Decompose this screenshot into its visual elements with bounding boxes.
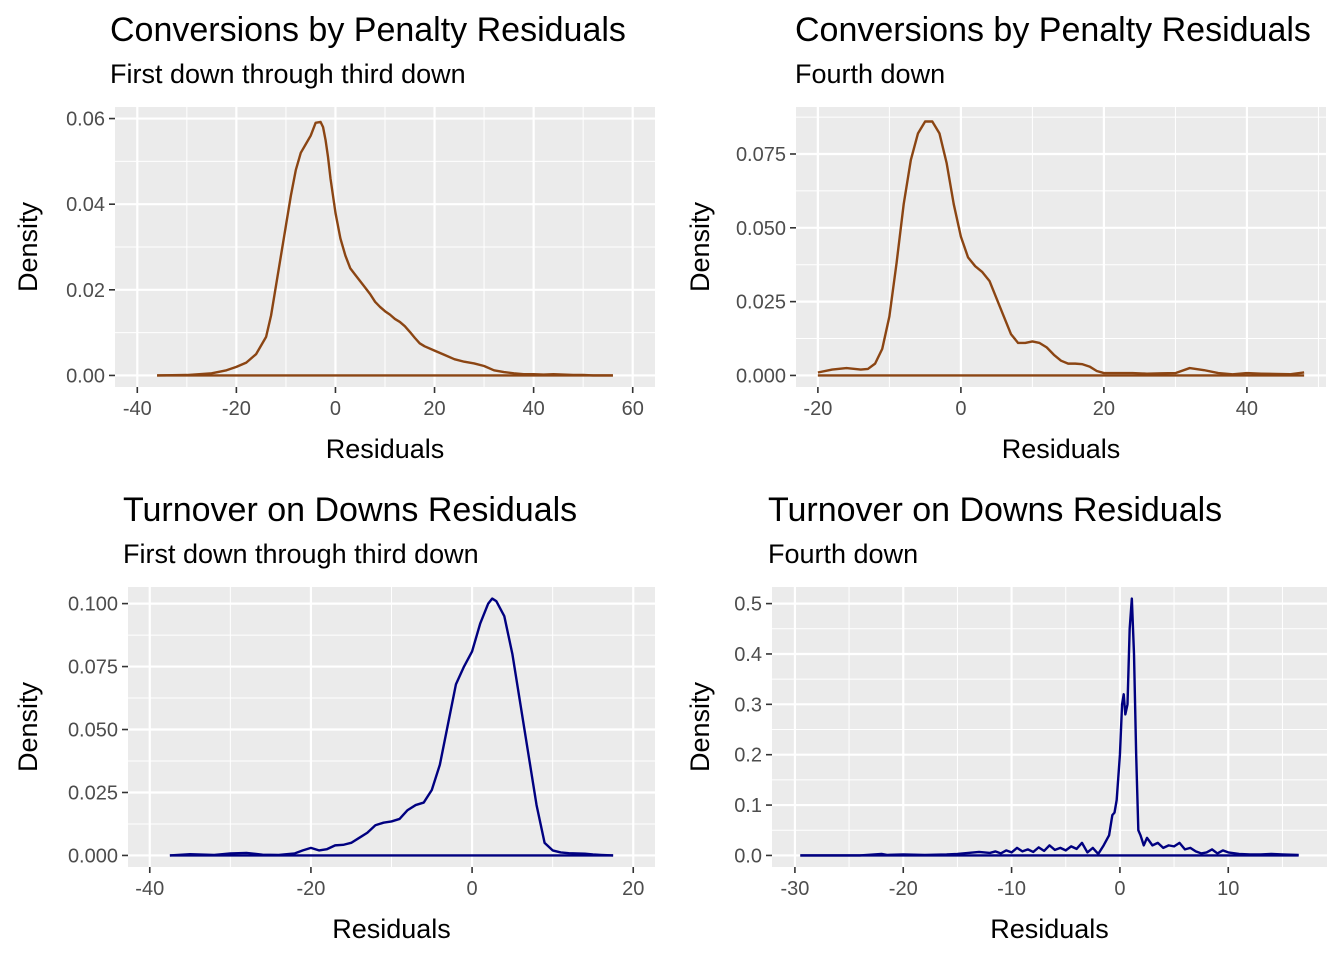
density-line — [817, 120, 1305, 376]
y-tick-label: 0.2 — [734, 745, 762, 767]
y-tick-label: 0.000 — [736, 365, 786, 387]
y-tick-label: 0.5 — [734, 594, 762, 616]
chart-subtitle: Fourth down — [768, 539, 918, 569]
x-tick-label: -40 — [135, 878, 164, 900]
panel-turnover-first-third: Turnover on Downs Residuals First down t… — [0, 480, 672, 960]
y-tick-label: 0.4 — [734, 644, 762, 666]
y-tick-label: 0.025 — [68, 782, 118, 804]
y-axis-title: Density — [13, 201, 43, 292]
x-tick-label: 40 — [1236, 398, 1258, 420]
x-tick-label: 0 — [330, 398, 341, 420]
y-tick-label: 0.075 — [68, 657, 118, 679]
x-tick-label: 20 — [1093, 398, 1115, 420]
y-tick-label: 0.100 — [68, 594, 118, 616]
x-tick-label: 20 — [423, 398, 445, 420]
density-line — [800, 597, 1299, 857]
y-tick-label: 0.0 — [734, 845, 762, 867]
x-tick-label: -40 — [123, 398, 152, 420]
x-tick-label: 0 — [1114, 878, 1125, 900]
chart-turnover-fourth: Turnover on Downs Residuals Fourth down … — [685, 491, 1327, 944]
x-tick-label: 10 — [1217, 878, 1239, 900]
y-tick-label: 0.00 — [66, 365, 105, 387]
chart-subtitle: First down through third down — [123, 539, 479, 569]
density-line — [157, 120, 613, 377]
y-tick-label: 0.025 — [736, 292, 786, 314]
panel-conversions-first-third: Conversions by Penalty Residuals First d… — [0, 0, 672, 480]
y-tick-label: 0.050 — [68, 720, 118, 742]
y-tick-label: 0.06 — [66, 109, 105, 131]
chart-subtitle: Fourth down — [795, 59, 945, 89]
x-tick-label: -20 — [296, 878, 325, 900]
y-tick-label: 0.3 — [734, 694, 762, 716]
x-tick-label: -20 — [222, 398, 251, 420]
x-axis-title: Residuals — [1002, 434, 1121, 464]
y-tick-label: 0.1 — [734, 795, 762, 817]
chart-turnover-first-third: Turnover on Downs Residuals First down t… — [13, 491, 655, 944]
x-tick-label: 0 — [467, 878, 478, 900]
x-axis-title: Residuals — [990, 914, 1109, 944]
chart-title: Conversions by Penalty Residuals — [795, 11, 1311, 49]
chart-conversions-first-third: Conversions by Penalty Residuals First d… — [13, 11, 655, 464]
chart-title: Turnover on Downs Residuals — [768, 491, 1222, 529]
chart-subtitle: First down through third down — [110, 59, 466, 89]
panel-turnover-fourth: Turnover on Downs Residuals Fourth down … — [672, 480, 1344, 960]
x-tick-label: -30 — [780, 878, 809, 900]
plot-background — [772, 587, 1327, 867]
chart-conversions-fourth: Conversions by Penalty Residuals Fourth … — [685, 11, 1326, 464]
y-tick-label: 0.000 — [68, 845, 118, 867]
x-axis-title: Residuals — [332, 914, 451, 944]
x-tick-label: -10 — [997, 878, 1026, 900]
x-tick-label: 40 — [522, 398, 544, 420]
y-tick-label: 0.04 — [66, 194, 105, 216]
density-line — [169, 597, 614, 857]
y-axis-title: Density — [685, 201, 715, 292]
chart-title: Turnover on Downs Residuals — [123, 491, 577, 529]
x-tick-label: 0 — [955, 398, 966, 420]
x-tick-label: -20 — [803, 398, 832, 420]
chart-title: Conversions by Penalty Residuals — [110, 11, 626, 49]
panel-conversions-fourth: Conversions by Penalty Residuals Fourth … — [672, 0, 1344, 480]
y-axis-title: Density — [685, 681, 715, 772]
y-axis-title: Density — [13, 681, 43, 772]
x-tick-label: -20 — [889, 878, 918, 900]
y-tick-label: 0.075 — [736, 144, 786, 166]
y-tick-label: 0.050 — [736, 218, 786, 240]
x-tick-label: 60 — [622, 398, 644, 420]
y-tick-label: 0.02 — [66, 280, 105, 302]
x-tick-label: 20 — [622, 878, 644, 900]
x-axis-title: Residuals — [326, 434, 445, 464]
